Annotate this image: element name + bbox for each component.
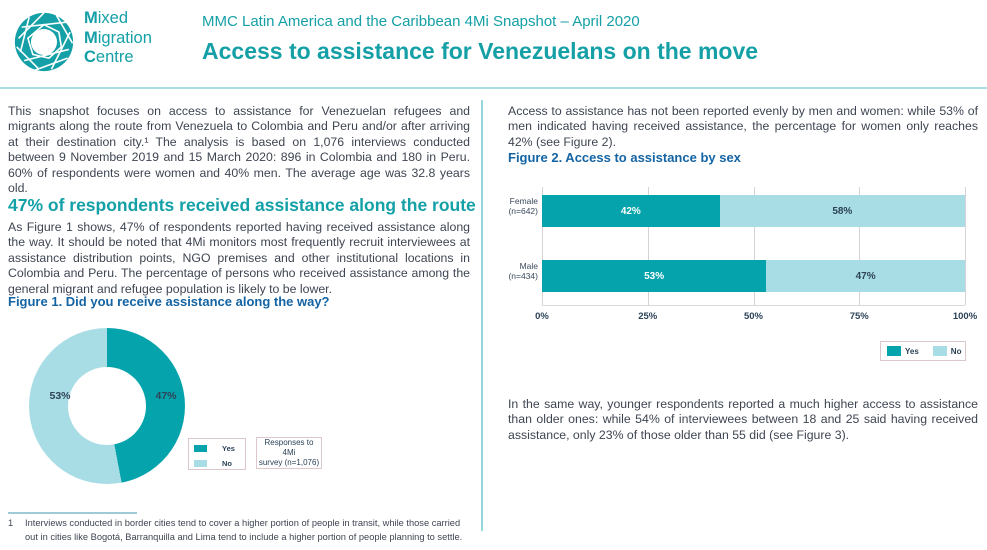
bar-male-yes: 53% <box>542 260 767 292</box>
figure1-note-box: Responses to 4Mi survey (n=1,076) <box>256 437 322 469</box>
body-paragraph-age: In the same way, younger respondents rep… <box>508 397 978 442</box>
figure2-bar-chart: 42% 58% 53% 47% 0% 25% 50% 75% 100% Fe <box>508 185 978 322</box>
gridline-100 <box>965 187 966 305</box>
mmc-logo-wordmark: Mixed Migration Centre <box>84 9 152 68</box>
legend2-yes-swatch <box>887 346 901 356</box>
category-male-line1: Male <box>519 261 538 271</box>
report-kicker: MMC Latin America and the Caribbean 4Mi … <box>202 13 640 30</box>
donut-yes-value: 47% <box>155 390 177 402</box>
footnote-rule <box>8 512 137 514</box>
bar-female-no: 58% <box>719 195 965 227</box>
legend-yes-label: Yes <box>222 443 235 453</box>
x-tick-100: 100% <box>952 311 978 322</box>
footnote-text: Interviews conducted in border cities te… <box>25 518 463 542</box>
body-paragraph-figure1: As Figure 1 shows, 47% of respondents re… <box>8 220 470 296</box>
category-label-male: Male (n=434) <box>508 261 538 281</box>
gridline-75 <box>859 187 861 305</box>
donut-no-value: 53% <box>49 390 71 402</box>
figure2-legend: Yes No <box>880 341 966 361</box>
intro-paragraph: This snapshot focuses on access to assis… <box>8 104 470 196</box>
page-title: Access to assistance for Venezuelans on … <box>202 38 759 64</box>
figure2-title: Figure 2. Access to assistance by sex <box>508 150 741 165</box>
x-tick-0: 0% <box>535 311 549 322</box>
x-axis-line <box>542 305 965 306</box>
bar-female-no-value: 58% <box>832 205 853 217</box>
legend-yes-swatch <box>194 444 207 452</box>
bar-male-no-value: 47% <box>855 270 876 282</box>
logo-word-migration: Migration <box>84 28 152 47</box>
gridline-25 <box>647 187 649 305</box>
gridline-50 <box>753 187 755 305</box>
header-rule <box>0 87 987 89</box>
figure2-plot-area: 42% 58% 53% 47% 0% 25% 50% 75% 100% <box>535 187 977 322</box>
legend-no-swatch <box>194 459 207 467</box>
category-female-n: (n=642) <box>508 205 538 216</box>
category-male-n: (n=434) <box>508 270 538 281</box>
bar-male-no: 47% <box>766 260 965 292</box>
gridline-0 <box>542 187 543 305</box>
bar-female-yes: 42% <box>542 195 720 227</box>
column-divider <box>481 100 483 531</box>
figure1-title: Figure 1. Did you receive assistance alo… <box>8 294 330 309</box>
footnote-marker: 1 <box>8 518 14 528</box>
x-tick-50: 50% <box>743 311 764 322</box>
legend-no-label: No <box>222 458 232 468</box>
category-label-female: Female (n=642) <box>508 196 538 216</box>
note-line1: Responses to 4Mi <box>264 438 314 457</box>
legend2-no-label: No <box>950 346 962 356</box>
intro-paragraph-sex: Access to assistance has not been report… <box>508 104 978 149</box>
bar-female: 42% 58% <box>542 195 965 227</box>
logo-word-mixed: Mixed <box>84 9 129 27</box>
category-female-line1: Female <box>509 196 538 206</box>
legend2-yes-label: Yes <box>905 346 919 356</box>
footnote: 1 Interviews conducted in border cities … <box>4 517 474 544</box>
section-heading: 47% of respondents received assistance a… <box>8 195 476 215</box>
note-line2: survey (n=1,076) <box>258 458 320 467</box>
mmc-logo-icon <box>14 12 74 72</box>
bar-male-yes-value: 53% <box>644 270 665 282</box>
donut-hole <box>68 367 146 445</box>
x-tick-75: 75% <box>849 311 869 322</box>
logo-word-centre: Centre <box>84 48 134 66</box>
bar-female-yes-value: 42% <box>620 205 641 217</box>
x-tick-25: 25% <box>638 311 658 322</box>
legend2-no-swatch <box>932 346 947 356</box>
figure1-legend: Yes No <box>188 438 246 470</box>
bar-male: 53% 47% <box>542 260 965 292</box>
